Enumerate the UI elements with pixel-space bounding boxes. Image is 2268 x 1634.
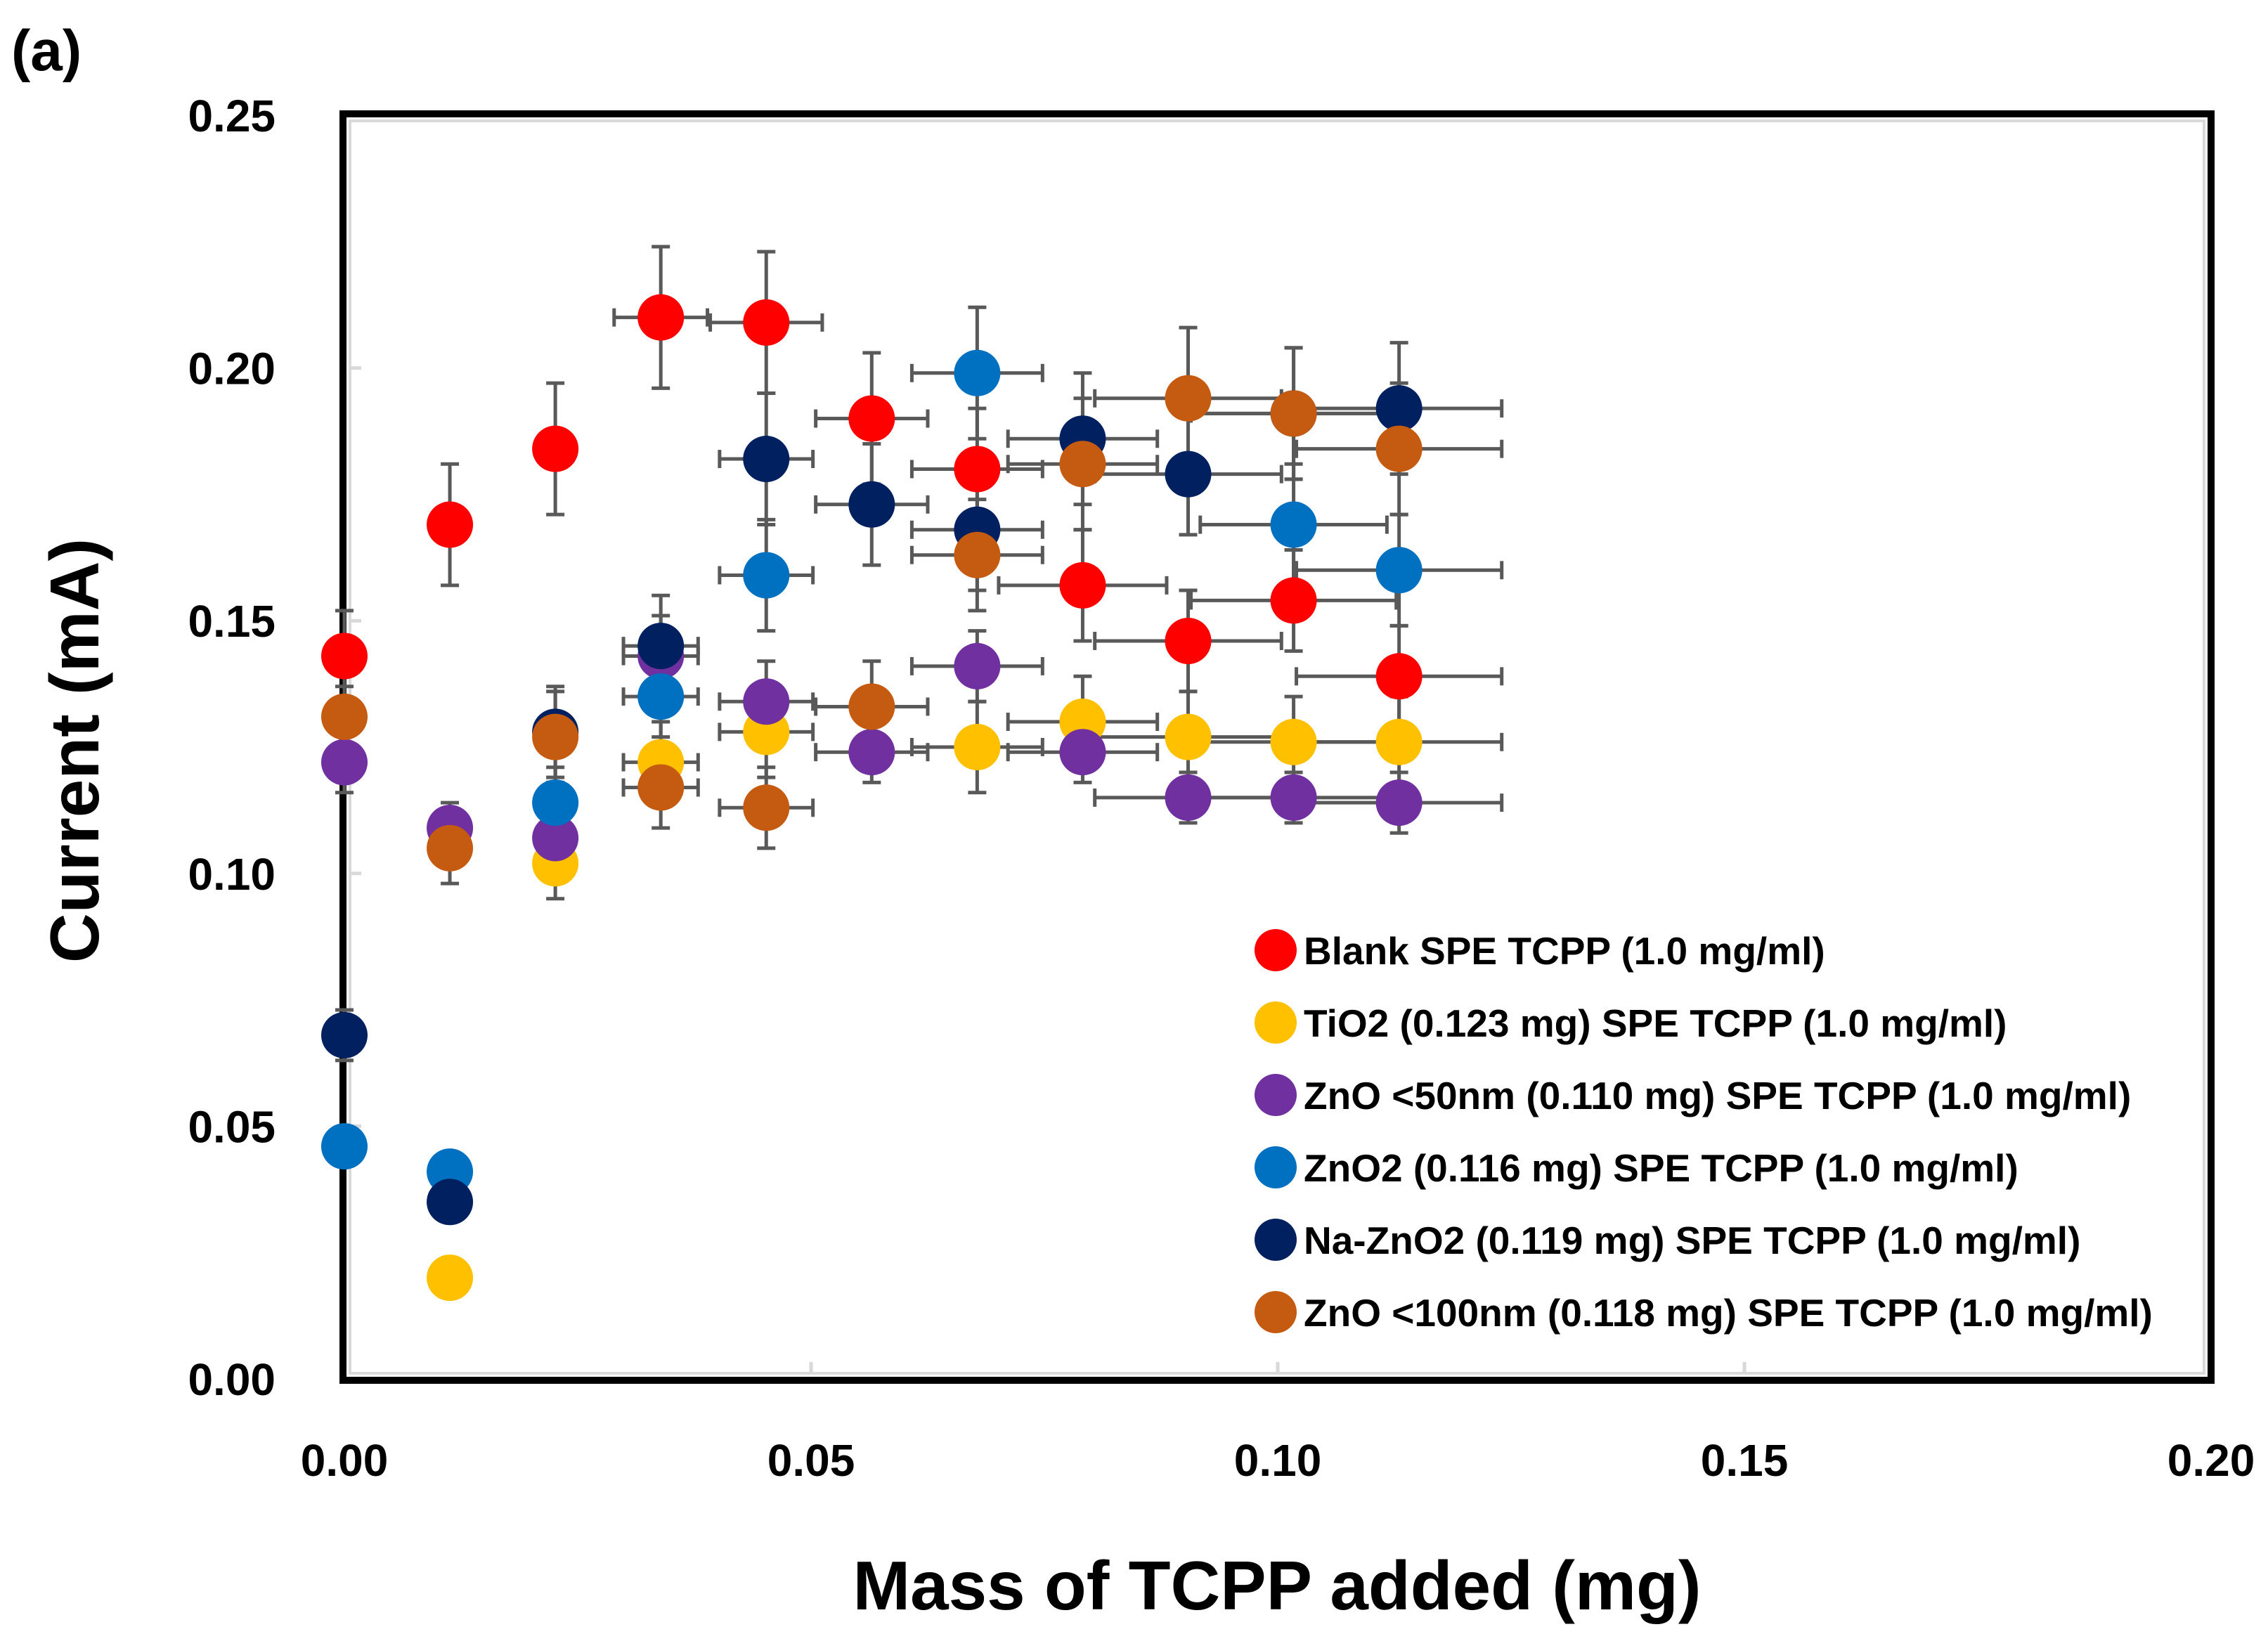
legend-label: ZnO2 (0.116 mg) SPE TCPP (1.0 mg/ml) <box>1304 1146 2018 1190</box>
data-point-series-4 <box>532 779 579 826</box>
data-point-series-5 <box>427 1179 474 1226</box>
legend-marker <box>1255 1146 1297 1188</box>
legend-marker <box>1255 1291 1297 1333</box>
data-point-series-6 <box>427 824 474 871</box>
data-point-series-5 <box>848 481 895 528</box>
data-point-series-4 <box>954 349 1001 396</box>
data-point-series-5 <box>1375 385 1423 432</box>
data-point-series-6 <box>743 784 790 831</box>
panel-label: (a) <box>11 19 82 83</box>
y-tick-label: 0.25 <box>188 91 276 141</box>
x-tick-label: 0.00 <box>301 1435 389 1486</box>
data-point-series-6 <box>954 531 1001 578</box>
data-point-series-5 <box>321 1011 368 1058</box>
data-point-series-3 <box>1375 779 1423 826</box>
y-tick-label: 0.15 <box>188 596 276 647</box>
data-point-series-3 <box>743 678 790 725</box>
legend-marker <box>1255 929 1297 971</box>
data-point-series-6 <box>1270 390 1317 437</box>
data-point-series-1 <box>1165 617 1212 664</box>
legend-label: ZnO <100nm (0.118 mg) SPE TCPP (1.0 mg/m… <box>1304 1291 2153 1335</box>
legend: Blank SPE TCPP (1.0 mg/ml) TiO2 (0.123 mg… <box>1255 929 2153 1335</box>
legend-marker <box>1255 1219 1297 1261</box>
y-tick-label: 0.10 <box>188 849 276 900</box>
data-point-series-1 <box>1270 577 1317 624</box>
data-point-series-3 <box>321 739 368 786</box>
x-tick-label: 0.20 <box>2167 1435 2255 1486</box>
y-tick-label: 0.20 <box>188 344 276 394</box>
legend-label: ZnO <50nm (0.110 mg) SPE TCPP (1.0 mg/ml… <box>1304 1074 2131 1117</box>
data-point-series-6 <box>637 764 685 811</box>
data-point-series-6 <box>1059 441 1106 488</box>
data-point-series-4 <box>321 1123 368 1170</box>
data-point-series-5 <box>637 623 685 670</box>
data-point-series-2 <box>1270 718 1317 765</box>
data-point-series-4 <box>1270 501 1317 548</box>
data-point-series-1 <box>743 299 790 346</box>
data-point-series-3 <box>1270 774 1317 821</box>
data-point-series-6 <box>1165 375 1212 422</box>
legend-marker <box>1255 1074 1297 1116</box>
data-point-series-5 <box>743 436 790 483</box>
data-point-series-1 <box>532 425 579 472</box>
data-points <box>321 294 1423 1302</box>
x-tick-label: 0.05 <box>767 1435 855 1486</box>
data-point-series-3 <box>848 729 895 776</box>
data-point-series-3 <box>1165 774 1212 821</box>
data-point-series-6 <box>848 683 895 730</box>
data-point-series-4 <box>1375 547 1423 594</box>
y-tick-label: 0.00 <box>188 1354 276 1405</box>
x-axis-title: Mass of TCPP added (mg) <box>853 1547 1701 1624</box>
y-axis-title: Current (mA) <box>36 538 113 963</box>
legend-label: Na-ZnO2 (0.119 mg) SPE TCPP (1.0 mg/ml) <box>1304 1219 2080 1262</box>
data-point-series-4 <box>743 552 790 599</box>
legend-label: TiO2 (0.123 mg) SPE TCPP (1.0 mg/ml) <box>1304 1001 2007 1045</box>
data-point-series-3 <box>1059 729 1106 776</box>
data-point-series-4 <box>637 673 685 720</box>
data-point-series-1 <box>427 501 474 548</box>
data-point-series-5 <box>1165 450 1212 498</box>
data-point-series-6 <box>532 713 579 760</box>
x-tick-label: 0.10 <box>1234 1435 1322 1486</box>
data-point-series-1 <box>1059 562 1106 609</box>
data-point-series-3 <box>954 642 1001 689</box>
data-point-series-2 <box>427 1254 474 1302</box>
legend-marker <box>1255 1001 1297 1044</box>
data-point-series-6 <box>321 693 368 740</box>
x-tick-label: 0.15 <box>1701 1435 1789 1486</box>
data-point-series-1 <box>954 446 1001 493</box>
y-tick-label: 0.05 <box>188 1101 276 1152</box>
data-point-series-1 <box>637 294 685 341</box>
data-point-series-1 <box>1375 653 1423 700</box>
data-point-series-6 <box>1375 425 1423 472</box>
data-point-series-1 <box>848 395 895 442</box>
data-point-series-1 <box>321 633 368 680</box>
data-point-series-2 <box>1375 718 1423 765</box>
legend-label: Blank SPE TCPP (1.0 mg/ml) <box>1304 929 1825 973</box>
data-point-series-2 <box>954 724 1001 770</box>
axis-ticks: 0.00 0.05 0.10 0.15 0.20 0.25 0.00 0.05 0.10 0.15… <box>188 91 2255 1486</box>
data-point-series-2 <box>1165 713 1212 760</box>
data-point-series-3 <box>532 815 579 862</box>
